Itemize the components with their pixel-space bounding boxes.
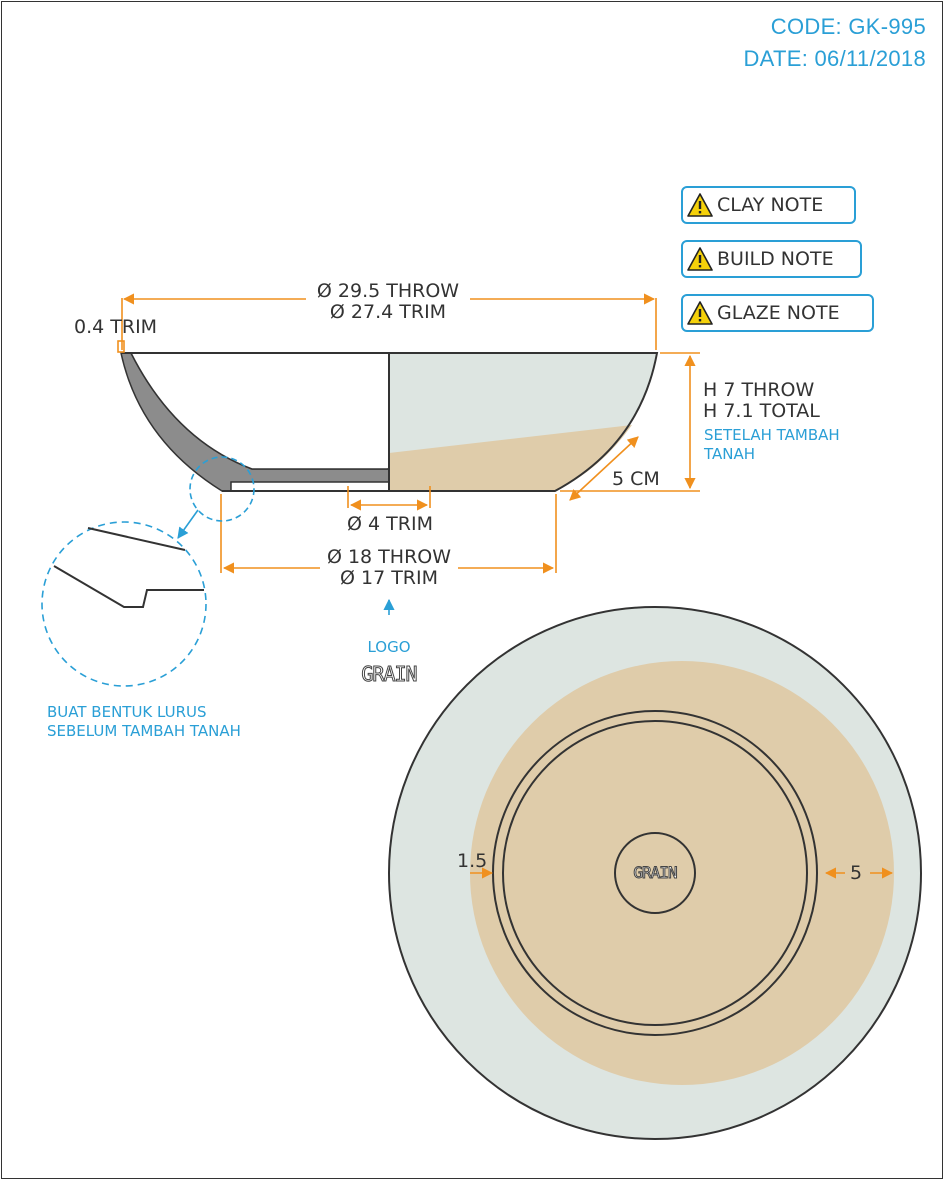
glaze-band-label: 5 CM xyxy=(612,468,660,490)
code-label: CODE: GK-995 xyxy=(770,14,926,39)
build-note-label: BUILD NOTE xyxy=(717,248,834,270)
trim-thickness-label: 0.4 TRIM xyxy=(74,316,158,338)
warning-icon xyxy=(687,301,713,325)
warning-icon xyxy=(687,193,713,217)
logo-label: LOGO xyxy=(367,638,411,656)
foot-detail-callout xyxy=(41,456,395,687)
glaze-note-badge[interactable]: GLAZE NOTE xyxy=(681,294,874,332)
bottom-view xyxy=(388,606,922,1140)
dimension-lines xyxy=(117,293,700,574)
foot-diameter-throw: Ø 18 THROW xyxy=(326,546,452,568)
detail-note-line1: BUAT BENTUK LURUS xyxy=(47,703,207,721)
height-total-label: H 7.1 TOTAL xyxy=(703,400,820,422)
height-throw-label: H 7 THROW xyxy=(703,379,815,401)
clay-note-label: CLAY NOTE xyxy=(717,194,824,216)
inner-foot-label: Ø 4 TRIM xyxy=(347,513,433,535)
wall-thickness-label: 1.5 xyxy=(457,850,488,872)
glaze-margin-label: 5 xyxy=(850,862,863,884)
detail-note-line2: SEBELUM TAMBAH TANAH xyxy=(47,722,241,740)
foot-diameter-trim: Ø 17 TRIM xyxy=(339,567,438,589)
warning-icon xyxy=(687,247,713,271)
date-label: DATE: 06/11/2018 xyxy=(743,46,926,71)
logo-grain-text: GRAIN xyxy=(361,662,418,686)
height-note-line1: SETELAH TAMBAH xyxy=(704,426,840,444)
height-note-line2: TANAH xyxy=(704,445,756,463)
rim-diameter-throw: Ø 29.5 THROW xyxy=(316,280,460,302)
clay-note-badge[interactable]: CLAY NOTE xyxy=(681,186,856,224)
glaze-note-label: GLAZE NOTE xyxy=(717,302,840,324)
bowl-profile xyxy=(120,352,659,492)
rim-diameter-trim: Ø 27.4 TRIM xyxy=(329,301,447,323)
stamp-grain-text: GRAIN xyxy=(633,863,678,883)
build-note-badge[interactable]: BUILD NOTE xyxy=(681,240,862,278)
